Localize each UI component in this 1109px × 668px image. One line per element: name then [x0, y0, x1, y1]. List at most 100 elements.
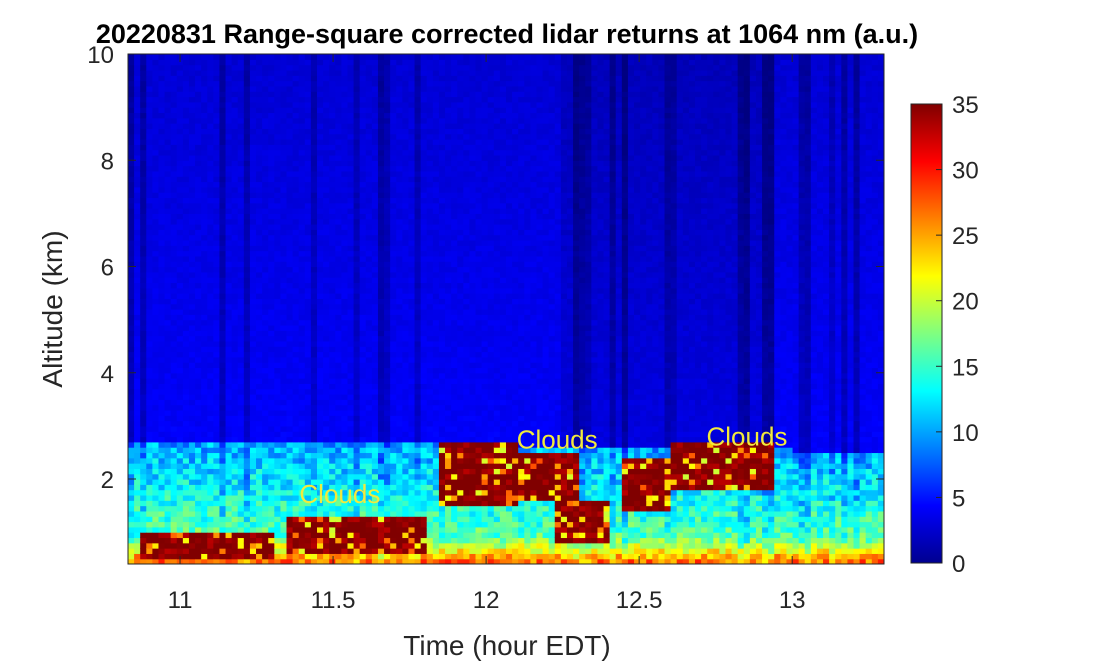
heatmap-cell: [426, 170, 434, 177]
heatmap-cell: [152, 324, 160, 331]
heatmap-cell: [268, 202, 275, 209]
heatmap-cell: [170, 165, 178, 172]
heatmap-cell: [262, 250, 269, 257]
heatmap-cell: [414, 319, 422, 326]
heatmap-cell: [371, 409, 379, 416]
heatmap-cell: [408, 64, 416, 71]
heatmap-cell: [280, 213, 288, 220]
heatmap-cell: [359, 112, 367, 119]
heatmap-cell: [274, 165, 282, 172]
heatmap-cell: [420, 298, 428, 305]
heatmap-cell: [140, 394, 147, 400]
heatmap-cell: [243, 484, 251, 491]
heatmap-cell: [414, 144, 422, 151]
heatmap-cell: [426, 59, 434, 66]
heatmap-cell: [414, 309, 422, 315]
heatmap-cell: [390, 59, 397, 66]
heatmap-cell: [280, 388, 288, 395]
heatmap-cell: [176, 91, 184, 98]
heatmap-cell: [347, 123, 355, 129]
heatmap-cell: [323, 250, 330, 257]
heatmap-cell: [432, 176, 440, 183]
heatmap-cell: [213, 383, 221, 390]
heatmap-cell: [207, 356, 214, 363]
heatmap-cell: [152, 404, 160, 411]
heatmap-cell: [176, 298, 184, 305]
heatmap-cell: [432, 441, 440, 448]
heatmap-cell: [347, 319, 355, 326]
heatmap-cell: [402, 346, 410, 353]
heatmap-cell: [231, 303, 239, 310]
heatmap-cell: [353, 224, 361, 230]
heatmap-cell: [438, 213, 446, 220]
heatmap-cell: [219, 463, 227, 469]
heatmap-cell: [329, 107, 336, 114]
heatmap-cell: [402, 452, 410, 459]
heatmap-cell: [188, 224, 196, 230]
heatmap-cell: [414, 59, 422, 66]
heatmap-cell: [341, 431, 349, 438]
heatmap-cell: [268, 489, 275, 496]
heatmap-cell: [237, 192, 245, 199]
heatmap-cell: [152, 277, 160, 284]
heatmap-cell: [213, 409, 221, 416]
heatmap-cell: [128, 54, 135, 60]
heatmap-cell: [219, 548, 227, 554]
heatmap-cell: [195, 447, 202, 454]
heatmap-cell: [384, 452, 391, 459]
heatmap-cell: [158, 176, 166, 183]
heatmap-cell: [292, 54, 300, 60]
heatmap-cell: [140, 436, 147, 443]
heatmap-cell: [371, 234, 379, 241]
heatmap-cell: [292, 505, 300, 512]
heatmap-cell: [323, 54, 330, 60]
heatmap-cell: [182, 388, 190, 395]
heatmap-cell: [347, 149, 355, 156]
heatmap-cell: [213, 160, 221, 167]
heatmap-cell: [256, 112, 263, 119]
heatmap-cell: [256, 186, 263, 193]
heatmap-cell: [201, 431, 208, 438]
heatmap-cell: [164, 75, 172, 82]
heatmap-cell: [237, 388, 245, 395]
heatmap-cell: [280, 335, 288, 342]
heatmap-cell: [140, 91, 147, 98]
heatmap-cell: [225, 367, 233, 374]
heatmap-cell: [134, 303, 141, 310]
heatmap-cell: [134, 319, 141, 326]
heatmap-cell: [128, 548, 135, 554]
heatmap-cell: [371, 133, 379, 140]
heatmap-cell: [365, 436, 373, 443]
heatmap-cell: [207, 229, 214, 236]
heatmap-cell: [146, 425, 153, 432]
heatmap-cell: [201, 479, 208, 485]
heatmap-cell: [335, 293, 342, 299]
heatmap-cell: [231, 324, 239, 331]
heatmap-cell: [164, 117, 172, 124]
heatmap-cell: [243, 91, 251, 98]
heatmap-cell: [420, 457, 428, 464]
heatmap-cell: [317, 404, 324, 411]
heatmap-cell: [195, 553, 202, 560]
heatmap-cell: [195, 372, 202, 379]
heatmap-cell: [292, 452, 300, 459]
heatmap-cell: [329, 287, 336, 294]
heatmap-cell: [262, 324, 269, 331]
heatmap-cell: [292, 123, 300, 129]
heatmap-cell: [262, 287, 269, 294]
heatmap-cell: [140, 548, 147, 554]
heatmap-cell: [365, 160, 373, 167]
heatmap-cell: [310, 532, 318, 539]
heatmap-cell: [146, 117, 153, 124]
heatmap-cell: [231, 101, 239, 108]
heatmap-cell: [243, 436, 251, 443]
heatmap-cell: [432, 346, 440, 353]
heatmap-cell: [188, 287, 196, 294]
heatmap-cell: [317, 399, 324, 406]
heatmap-cell: [213, 282, 221, 289]
heatmap-cell: [134, 117, 141, 124]
heatmap-cell: [195, 144, 202, 151]
heatmap-cell: [329, 123, 336, 129]
heatmap-cell: [371, 436, 379, 443]
heatmap-cell: [164, 239, 172, 246]
